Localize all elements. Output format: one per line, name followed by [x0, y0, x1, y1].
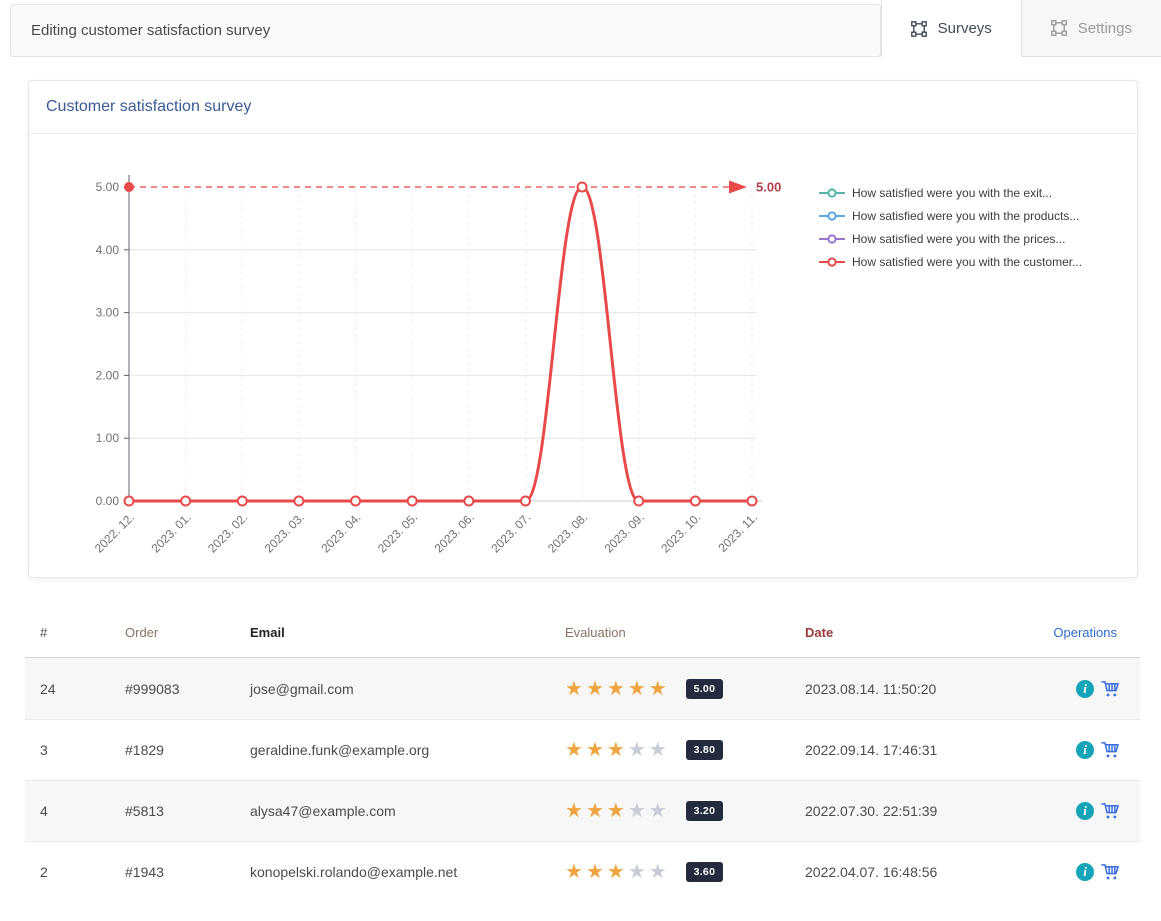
- score-badge: 3.20: [685, 801, 724, 821]
- column-header-operations[interactable]: Operations: [1053, 625, 1117, 640]
- email-value: konopelski.rolando@example.net: [250, 864, 458, 880]
- svg-text:2023. 05.: 2023. 05.: [375, 510, 420, 555]
- vector-square-icon: [910, 20, 927, 37]
- star-rating: ★★★★★: [565, 739, 670, 761]
- tab-surveys-label: Surveys: [937, 20, 992, 37]
- tab-settings-label: Settings: [1077, 19, 1132, 37]
- table-row: 2 #1943 konopelski.rolando@example.net ★…: [25, 841, 1140, 902]
- star-rating: ★★★★★: [565, 861, 670, 883]
- vector-square-icon: [1050, 20, 1067, 36]
- table-header-row: # Order Email Evaluation Date Operations: [25, 608, 1140, 658]
- svg-text:0.00: 0.00: [96, 494, 120, 508]
- row-number: 4: [40, 803, 48, 819]
- svg-text:4.00: 4.00: [96, 243, 120, 257]
- table-body: 24 #999083 jose@gmail.com ★★★★★ 5.00 202…: [25, 658, 1140, 902]
- chart-legend: How satisfied were you with the exit... …: [819, 186, 1082, 269]
- email-value: alysa47@example.com: [250, 803, 396, 819]
- svg-text:2023. 02.: 2023. 02.: [205, 510, 250, 555]
- date-value: 2023.08.14. 11:50:20: [805, 680, 937, 697]
- score-badge: 3.80: [685, 740, 724, 760]
- chart-panel: Customer satisfaction survey 0.00 1.00 2.0…: [28, 80, 1138, 578]
- svg-text:2022. 12.: 2022. 12.: [92, 510, 137, 555]
- info-icon[interactable]: i: [1076, 741, 1094, 759]
- tab-settings[interactable]: Settings: [1020, 0, 1161, 57]
- table-row: 4 #5813 alysa47@example.com ★★★★★ 3.20 2…: [25, 780, 1140, 841]
- row-number: 3: [40, 742, 48, 758]
- cart-icon[interactable]: [1101, 680, 1120, 698]
- row-number: 2: [40, 864, 48, 880]
- svg-text:2023. 07.: 2023. 07.: [488, 510, 533, 555]
- column-header-num[interactable]: #: [40, 625, 48, 640]
- svg-text:5.00: 5.00: [756, 180, 781, 195]
- operations-cell: i: [1035, 802, 1140, 820]
- legend-item-3[interactable]: How satisfied were you with the customer…: [819, 255, 1082, 269]
- column-header-email[interactable]: Email: [250, 625, 285, 640]
- tab-bar: Surveys Settings: [880, 0, 1161, 57]
- page-title: Editing customer satisfaction survey: [31, 22, 271, 39]
- legend-line-marker-icon: [819, 257, 845, 267]
- info-icon[interactable]: i: [1076, 802, 1094, 820]
- svg-text:2023. 06.: 2023. 06.: [432, 510, 477, 555]
- legend-item-0[interactable]: How satisfied were you with the exit...: [819, 186, 1082, 200]
- star-rating: ★★★★★: [565, 800, 670, 822]
- svg-text:1.00: 1.00: [96, 431, 120, 445]
- row-number: 24: [40, 680, 56, 697]
- date-value: 2022.04.07. 16:48:56: [805, 864, 938, 880]
- chart-panel-header: Customer satisfaction survey: [29, 81, 1137, 134]
- svg-text:2023. 03.: 2023. 03.: [262, 510, 307, 555]
- evaluation-cell: ★★★★★ 3.80: [555, 740, 795, 760]
- order-id: #1943: [125, 864, 164, 880]
- legend-label: How satisfied were you with the customer…: [852, 255, 1083, 269]
- cart-icon[interactable]: [1101, 802, 1120, 820]
- svg-text:2023. 09.: 2023. 09.: [602, 510, 647, 555]
- operations-cell: i: [1035, 679, 1140, 698]
- operations-cell: i: [1035, 741, 1140, 759]
- legend-line-marker-icon: [819, 211, 845, 221]
- legend-label: How satisfied were you with the prices..…: [852, 232, 1066, 246]
- order-id: #999083: [125, 680, 180, 697]
- svg-text:2023. 10.: 2023. 10.: [658, 510, 703, 555]
- chart-panel-body: 0.00 1.00 2.00 3.00 4.00 5.00 2022. 12. 2023. 0…: [29, 134, 1137, 577]
- evaluation-cell: ★★★★★ 3.60: [555, 862, 795, 882]
- top-bar: Editing customer satisfaction survey: [10, 4, 881, 57]
- svg-text:5.00: 5.00: [96, 180, 120, 194]
- operations-cell: i: [1035, 863, 1140, 881]
- table-row: 24 #999083 jose@gmail.com ★★★★★ 5.00 202…: [25, 658, 1140, 719]
- cart-icon[interactable]: [1101, 741, 1120, 759]
- cart-icon[interactable]: [1101, 863, 1120, 881]
- svg-text:3.00: 3.00: [96, 306, 120, 320]
- svg-text:2023. 11.: 2023. 11.: [715, 510, 760, 555]
- svg-text:2023. 08.: 2023. 08.: [545, 510, 590, 555]
- legend-label: How satisfied were you with the products…: [852, 209, 1080, 223]
- column-header-order[interactable]: Order: [125, 625, 159, 640]
- legend-item-1[interactable]: How satisfied were you with the products…: [819, 209, 1082, 223]
- evaluation-cell: ★★★★★ 5.00: [555, 677, 795, 700]
- legend-line-marker-icon: [819, 188, 845, 198]
- email-value: geraldine.funk@example.org: [250, 742, 430, 758]
- date-value: 2022.07.30. 22:51:39: [805, 803, 938, 819]
- column-header-date[interactable]: Date: [805, 625, 834, 640]
- svg-text:2023. 04.: 2023. 04.: [318, 510, 363, 555]
- score-badge: 3.60: [685, 862, 724, 882]
- email-value: jose@gmail.com: [250, 680, 354, 697]
- legend-item-2[interactable]: How satisfied were you with the prices..…: [819, 232, 1082, 246]
- legend-line-marker-icon: [819, 234, 845, 244]
- evaluation-cell: ★★★★★ 3.20: [555, 801, 795, 821]
- score-badge: 5.00: [685, 678, 724, 699]
- order-id: #1829: [125, 742, 164, 758]
- column-header-evaluation[interactable]: Evaluation: [565, 625, 626, 640]
- table-row: 3 #1829 geraldine.funk@example.org ★★★★★…: [25, 719, 1140, 780]
- legend-label: How satisfied were you with the exit...: [852, 186, 1053, 200]
- chart-panel-title: Customer satisfaction survey: [46, 98, 252, 115]
- order-id: #5813: [125, 803, 164, 819]
- star-rating: ★★★★★: [565, 677, 670, 700]
- tab-surveys[interactable]: Surveys: [880, 0, 1021, 57]
- responses-table: # Order Email Evaluation Date Operations 24 #…: [25, 608, 1140, 902]
- svg-text:2.00: 2.00: [96, 368, 120, 382]
- date-value: 2022.09.14. 17:46:31: [805, 742, 938, 758]
- info-icon[interactable]: i: [1076, 863, 1094, 881]
- svg-text:2023. 01.: 2023. 01.: [148, 510, 193, 555]
- info-icon[interactable]: i: [1076, 679, 1094, 698]
